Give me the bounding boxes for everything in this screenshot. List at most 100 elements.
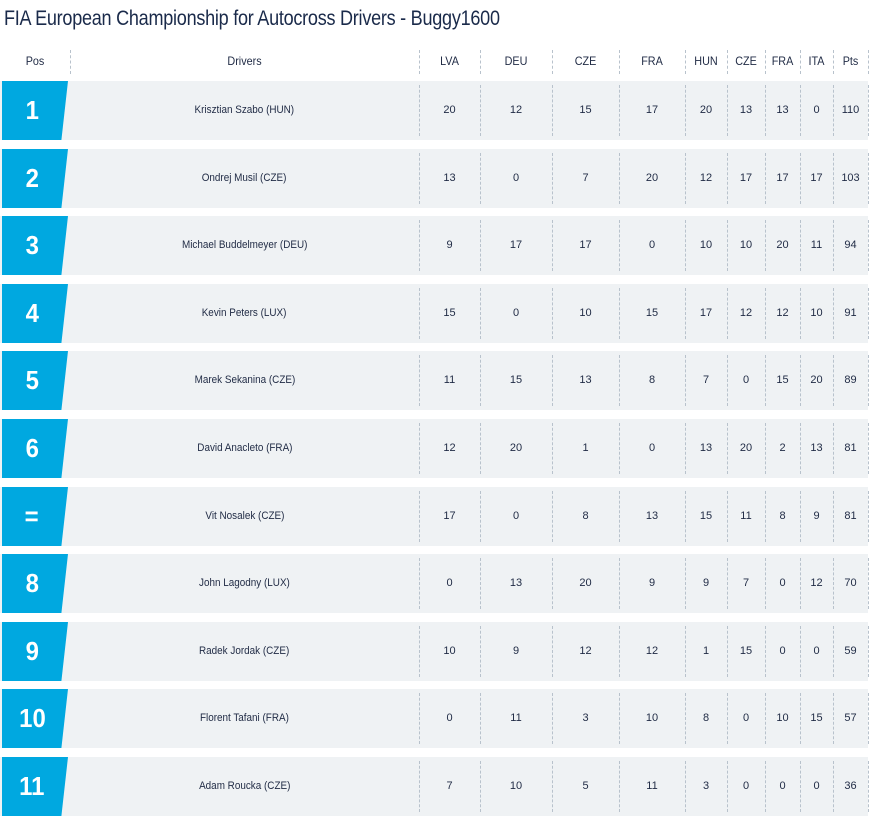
- position-badge: 8: [2, 554, 68, 613]
- column-divider: [800, 491, 801, 542]
- column-divider: [765, 491, 766, 542]
- column-divider: [619, 491, 620, 542]
- header-round: CZE: [735, 54, 757, 68]
- round-score: 12: [776, 307, 789, 319]
- column-divider: [800, 693, 801, 744]
- column-divider: [685, 85, 686, 136]
- column-divider: [765, 85, 766, 136]
- position-badge: =: [2, 487, 68, 546]
- round-score: 12: [579, 645, 592, 657]
- column-divider: [480, 423, 481, 474]
- column-divider: [765, 288, 766, 339]
- total-points: 91: [844, 307, 857, 319]
- driver-name: David Anacleto (FRA): [70, 419, 419, 478]
- column-divider: [552, 50, 553, 74]
- column-divider: [765, 761, 766, 812]
- column-divider: [727, 491, 728, 542]
- column-divider: [727, 153, 728, 204]
- column-divider: [800, 626, 801, 677]
- round-score: 15: [776, 374, 789, 386]
- column-divider: [419, 423, 420, 474]
- column-divider: [868, 153, 869, 204]
- round-score: 10: [810, 307, 823, 319]
- round-score: 11: [443, 374, 456, 386]
- round-score: 2: [779, 442, 786, 454]
- driver-name-text: Vit Nosalek (CZE): [204, 510, 285, 522]
- column-divider: [868, 50, 869, 74]
- column-divider: [480, 85, 481, 136]
- column-divider: [833, 355, 834, 406]
- round-score: 17: [776, 172, 789, 184]
- round-score: 12: [443, 442, 456, 454]
- column-divider: [480, 761, 481, 812]
- driver-name-text: Krisztian Szabo (HUN): [194, 104, 295, 116]
- position-badge: 6: [2, 419, 68, 478]
- column-divider: [70, 50, 71, 74]
- driver-name-text: Kevin Peters (LUX): [202, 307, 287, 319]
- column-divider: [765, 50, 766, 74]
- position-badge: 10: [2, 689, 68, 748]
- total-points: 89: [844, 374, 857, 386]
- round-score: 9: [813, 510, 820, 522]
- page-title: FIA European Championship for Autocross …: [4, 7, 500, 30]
- column-divider: [833, 558, 834, 609]
- standings-table: Pos Drivers LVA DEU CZE FRA HUN CZE FRA ITA Pts 1 K…: [0, 46, 892, 816]
- column-divider: [552, 693, 553, 744]
- total-points: 70: [844, 577, 857, 589]
- round-score: 20: [810, 374, 823, 386]
- table-row: 2 Ondrej Musil (CZE) 13 0 7 20 12 17 17 17 103: [0, 149, 869, 208]
- round-score: 17: [645, 104, 659, 116]
- round-score: 13: [579, 374, 592, 386]
- round-score: 11: [646, 780, 658, 792]
- position-number: 6: [25, 433, 39, 463]
- total-points: 110: [841, 104, 860, 116]
- round-score: 0: [742, 712, 750, 724]
- column-divider: [419, 288, 420, 339]
- column-divider: [480, 626, 481, 677]
- position-number: 11: [19, 771, 45, 801]
- driver-name: Kevin Peters (LUX): [70, 284, 419, 343]
- table-row: 6 David Anacleto (FRA) 12 20 1 0 13 20 2 13 81: [0, 419, 869, 478]
- driver-name-text: John Lagodny (LUX): [199, 577, 290, 589]
- driver-name-text: Adam Roucka (CZE): [198, 780, 291, 792]
- round-score: 0: [742, 374, 750, 386]
- round-score: 1: [702, 645, 710, 657]
- column-divider: [868, 355, 869, 406]
- column-divider: [727, 423, 728, 474]
- column-divider: [685, 693, 686, 744]
- round-score: 20: [739, 442, 753, 454]
- column-divider: [419, 153, 420, 204]
- column-divider: [685, 355, 686, 406]
- round-score: 7: [446, 780, 453, 792]
- round-score: 15: [443, 307, 456, 319]
- header-round: DEU: [504, 54, 528, 68]
- round-score: 13: [699, 442, 713, 454]
- round-score: 10: [776, 712, 789, 724]
- column-divider: [480, 693, 481, 744]
- position-number: 2: [25, 163, 39, 193]
- column-divider: [619, 355, 620, 406]
- table-row: 4 Kevin Peters (LUX) 15 0 10 15 17 12 12 10 91: [0, 284, 869, 343]
- driver-name: Vit Nosalek (CZE): [70, 487, 419, 546]
- column-divider: [619, 761, 620, 812]
- driver-name-text: David Anacleto (FRA): [196, 442, 293, 454]
- table-header: Pos Drivers LVA DEU CZE FRA HUN CZE FRA ITA Pts: [0, 47, 892, 77]
- header-round: FRA: [771, 54, 794, 68]
- round-score: 17: [699, 307, 713, 319]
- round-score: 12: [739, 307, 753, 319]
- driver-name: Adam Roucka (CZE): [70, 757, 419, 816]
- column-divider: [419, 558, 420, 609]
- round-score: 0: [779, 577, 786, 589]
- round-score: 7: [702, 374, 710, 386]
- round-score: 9: [648, 577, 656, 589]
- column-divider: [868, 491, 869, 542]
- column-divider: [833, 50, 834, 74]
- column-divider: [868, 423, 869, 474]
- column-divider: [685, 558, 686, 609]
- column-divider: [868, 693, 869, 744]
- column-divider: [619, 558, 620, 609]
- column-divider: [480, 220, 481, 271]
- round-score: 0: [512, 172, 520, 184]
- column-divider: [480, 491, 481, 542]
- total-points: 59: [844, 645, 857, 657]
